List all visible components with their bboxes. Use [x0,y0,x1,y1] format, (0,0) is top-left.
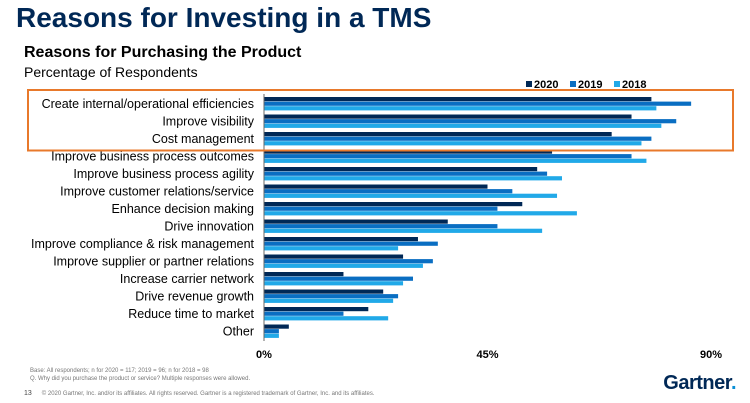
bar-2020-10 [264,272,344,277]
bar-2018-0 [264,106,657,111]
bar-2018-13 [264,333,279,338]
category-label: Other [223,325,254,339]
bar-2019-10 [264,276,413,281]
bar-2018-4 [264,176,562,181]
footer: 13 © 2020 Gartner, Inc. and/or its affili… [24,390,375,397]
logo-text: Gartner [663,372,731,394]
bar-2018-5 [264,193,558,198]
x-tick-label: 0% [256,349,272,361]
legend-swatch-2020 [526,81,532,87]
bar-2019-0 [264,101,692,106]
bar-2018-8 [264,246,399,251]
footnote-question: Q. Why did you purchase the product or s… [30,376,251,382]
category-label: Improve supplier or partner relations [53,255,254,269]
bar-2019-12 [264,311,344,316]
category-label: Enhance decision making [112,202,254,216]
bar-2018-12 [264,316,389,321]
bar-2020-1 [264,114,632,119]
legend-label: 2020 [534,79,558,91]
bar-2019-7 [264,224,498,229]
legend-swatch-2018 [614,81,620,87]
x-tick-label: 45% [476,349,498,361]
bar-2019-2 [264,136,652,141]
bar-2020-13 [264,324,289,329]
legend-label: 2019 [578,79,602,91]
bar-2018-2 [264,141,642,146]
bar-2020-3 [264,149,553,154]
category-label: Improve customer relations/service [60,185,254,199]
bar-2020-0 [264,97,652,102]
legend-swatch-2019 [570,81,576,87]
bar-2018-1 [264,123,662,128]
bar-2020-9 [264,254,404,259]
category-label: Improve business process outcomes [51,150,254,164]
bar-2020-6 [264,202,523,207]
category-label: Drive revenue growth [135,290,254,304]
category-label: Improve business process agility [73,167,254,181]
bar-2018-9 [264,263,423,268]
bar-2020-4 [264,167,538,172]
highlight-box [27,89,734,152]
bar-2019-13 [264,329,279,334]
bar-2019-6 [264,206,498,211]
copyright-text: © 2020 Gartner, Inc. and/or its affiliat… [41,391,375,397]
category-label: Create internal/operational efficiencies [42,97,254,111]
bar-2019-8 [264,241,438,246]
bar-2020-2 [264,132,612,137]
chart-title: Reasons for Purchasing the Product [24,44,302,61]
footnote-base: Base: All respondents; n for 2020 = 117;… [30,368,209,374]
bar-2020-11 [264,289,384,294]
page-number: 13 [24,390,32,397]
bar-2018-10 [264,281,404,286]
page-title: Reasons for Investing in a TMS [16,2,432,33]
bar-2020-5 [264,184,488,189]
bar-2018-11 [264,298,394,303]
category-label: Cost management [152,132,255,146]
logo-dot-icon: . [730,372,737,394]
gartner-logo: Gartner. [663,372,736,395]
bar-2018-6 [264,211,577,216]
legend-label: 2018 [622,79,646,91]
bar-2018-3 [264,158,647,163]
bar-2019-11 [264,294,399,299]
bar-2019-5 [264,189,513,194]
bar-2020-7 [264,219,448,224]
bar-2019-1 [264,119,677,124]
category-label: Drive innovation [164,220,254,234]
bar-2020-8 [264,237,418,242]
category-label: Improve visibility [162,115,254,129]
bar-2018-7 [264,228,543,233]
category-label: Improve compliance & risk management [31,237,255,251]
category-label: Reduce time to market [128,307,254,321]
bar-2019-9 [264,259,433,264]
category-label: Increase carrier network [120,272,255,286]
bar-2019-3 [264,154,632,159]
x-tick-label: 90% [700,349,722,361]
chart-subtitle: Percentage of Respondents [24,64,198,80]
bar-2019-4 [264,171,548,176]
bar-2020-12 [264,307,369,312]
